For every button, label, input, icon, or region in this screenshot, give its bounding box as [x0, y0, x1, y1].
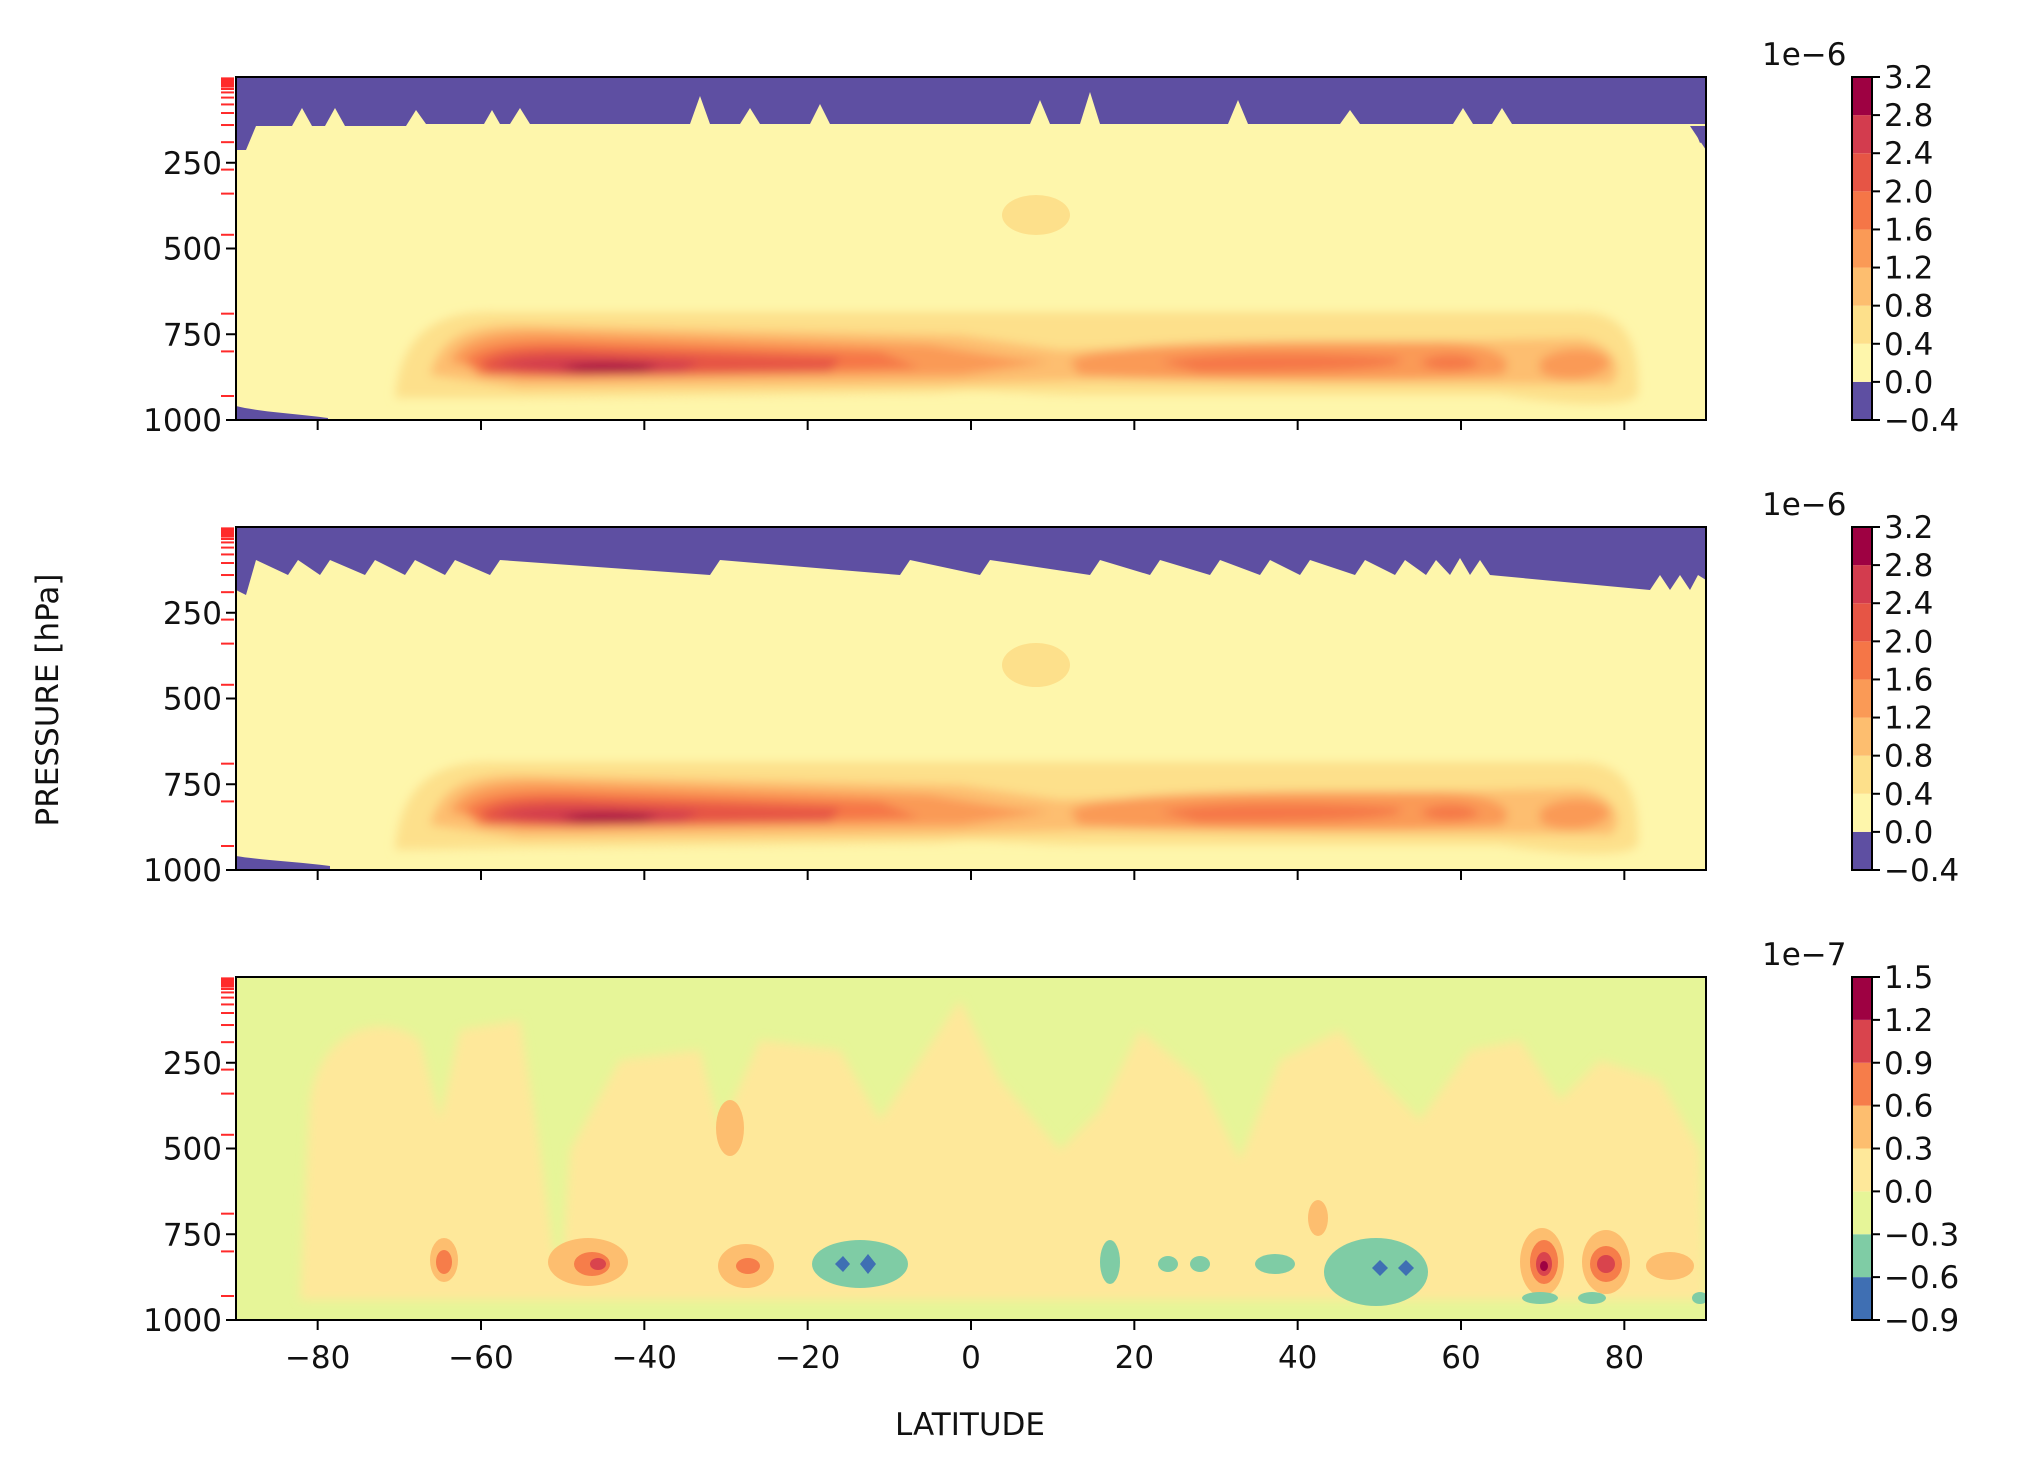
colorbar-tick-label: 2.4: [1884, 136, 1933, 172]
ytick-label: 500: [163, 1132, 222, 1168]
colorbar-tick-label: −0.4: [1884, 403, 1959, 439]
colorbar-segment: [1852, 77, 1872, 116]
colorbar-segment: [1852, 1019, 1872, 1063]
colorbar-top: 3.22.82.42.01.61.20.80.40.0−0.4 1e−6: [1762, 37, 1959, 439]
contour-fill-bottom: [236, 977, 1706, 1320]
yticks-middle: 250 500 750 1000: [143, 527, 236, 889]
colorbar-segment: [1852, 679, 1872, 718]
xtick-label: 60: [1441, 1340, 1480, 1376]
colorbar-segment: [1852, 191, 1872, 230]
colorbar-tick-label: 2.0: [1884, 174, 1933, 210]
colorbar-segment: [1852, 115, 1872, 154]
xtick-label: −80: [285, 1340, 350, 1376]
y-axis-title: PRESSURE [hPa]: [30, 574, 66, 827]
colorbar-segment: [1852, 793, 1872, 832]
colorbar-tick-label: −0.6: [1884, 1260, 1959, 1296]
colorbar-tick-label: 2.4: [1884, 586, 1933, 622]
colorbar-segment: [1852, 831, 1872, 870]
colorbar-tick-label: 0.4: [1884, 777, 1933, 813]
x-axis-title: LATITUDE: [895, 1407, 1045, 1443]
colorbar-frame: [1851, 76, 1873, 421]
colorbar-segment: [1852, 641, 1872, 680]
colorbar-middle: 3.22.82.42.01.61.20.80.40.0−0.4 1e−6: [1762, 487, 1959, 889]
yticks-top: 250 500 750 1000: [143, 77, 236, 439]
colorbar-segment: [1852, 1277, 1872, 1320]
xtick-label: −20: [775, 1340, 840, 1376]
colorbar-tick-label: 0.9: [1884, 1046, 1933, 1082]
colorbar-segment: [1852, 267, 1872, 306]
colorbar-segment: [1852, 343, 1872, 382]
colorbar-segment: [1852, 1105, 1872, 1149]
xtick-label: −60: [448, 1340, 513, 1376]
panel-top: 250 500 750 1000: [143, 76, 1707, 439]
colorbar-segment: [1852, 977, 1872, 1020]
colorbar-segment: [1852, 229, 1872, 268]
ytick-label: 250: [163, 596, 222, 632]
colorbar-tick-label: 2.0: [1884, 624, 1933, 660]
colorbar-segment: [1852, 527, 1872, 566]
colorbar-tick-label: 1.6: [1884, 662, 1933, 698]
xtick-label: 20: [1115, 1340, 1154, 1376]
contour-fill-middle: [236, 527, 1706, 870]
ytick-label: 1000: [143, 403, 222, 439]
colorbar-tick-label: 1.5: [1884, 960, 1933, 996]
colorbar-tick-label: 1.2: [1884, 251, 1933, 287]
colorbar-tick-label: 0.8: [1884, 289, 1933, 325]
colorbar-segment: [1852, 603, 1872, 642]
colorbar-segment: [1852, 1062, 1872, 1106]
colorbar-tick-label: 0.0: [1884, 815, 1933, 851]
colorbar-tick-label: 0.8: [1884, 739, 1933, 775]
colorbar-segment: [1852, 153, 1872, 192]
colorbar-tick-label: 0.0: [1884, 1174, 1933, 1210]
colorbar-tick-label: 1.6: [1884, 212, 1933, 248]
panel-middle: 250 500 750 1000: [143, 526, 1707, 889]
colorbar-tick-label: −0.9: [1884, 1303, 1959, 1339]
colorbar-tick-label: −0.4: [1884, 853, 1959, 889]
colorbar-segment: [1852, 755, 1872, 794]
xtick-label: −40: [612, 1340, 677, 1376]
colorbar-tick-label: 0.0: [1884, 365, 1933, 401]
colorbar-tick-label: 1.2: [1884, 701, 1933, 737]
colorbar-tick-label: 3.2: [1884, 510, 1933, 546]
ytick-label: 750: [163, 317, 222, 353]
colorbar-segment: [1852, 305, 1872, 344]
ytick-label: 250: [163, 1046, 222, 1082]
colorbar-offset-label: 1e−6: [1762, 487, 1847, 523]
ytick-label: 750: [163, 767, 222, 803]
colorbar-tick-label: 3.2: [1884, 60, 1933, 96]
colorbar-offset-label: 1e−6: [1762, 37, 1847, 73]
xtick-label: 80: [1605, 1340, 1644, 1376]
xticks-bottom: −80 −60 −40 −20 0 20 40 60 80: [285, 1320, 1644, 1376]
colorbar-tick-label: 0.6: [1884, 1089, 1933, 1125]
colorbar-offset-label: 1e−7: [1762, 937, 1847, 973]
colorbar-segment: [1852, 1191, 1872, 1235]
panel-bottom: 250 500 750 1000 −80 −60 −40 −20 0 20 40 60 80: [143, 976, 1707, 1376]
colorbar-segment: [1852, 381, 1872, 420]
ytick-label: 1000: [143, 1303, 222, 1339]
xticks-middle: [316, 870, 1626, 880]
colorbar-tick-label: −0.3: [1884, 1217, 1959, 1253]
colorbar-tick-label: 2.8: [1884, 548, 1933, 584]
colorbar-tick-label: 0.4: [1884, 327, 1933, 363]
colorbar-tick-label: 0.3: [1884, 1132, 1933, 1168]
colorbar-frame: [1851, 526, 1873, 871]
xticks-top: [316, 420, 1626, 430]
ytick-label: 1000: [143, 853, 222, 889]
ytick-label: 500: [163, 682, 222, 718]
colorbar-segment: [1852, 1234, 1872, 1278]
xtick-label: 40: [1278, 1340, 1317, 1376]
ytick-label: 500: [163, 232, 222, 268]
colorbar-segment: [1852, 565, 1872, 604]
colorbar-segment: [1852, 717, 1872, 756]
xtick-label: 0: [961, 1340, 981, 1376]
ytick-label: 750: [163, 1217, 222, 1253]
colorbar-segment: [1852, 1148, 1872, 1192]
colorbar-tick-label: 1.2: [1884, 1003, 1933, 1039]
colorbar-tick-label: 2.8: [1884, 98, 1933, 134]
yticks-bottom: 250 500 750 1000: [143, 977, 236, 1339]
ytick-label: 250: [163, 146, 222, 182]
colorbar-bottom: 1.5 1.2 0.9 0.6 0.3 0.0 −0.3 −0.6 −0.9 1e−7: [1762, 937, 1959, 1339]
contour-fill-top: [236, 77, 1706, 420]
